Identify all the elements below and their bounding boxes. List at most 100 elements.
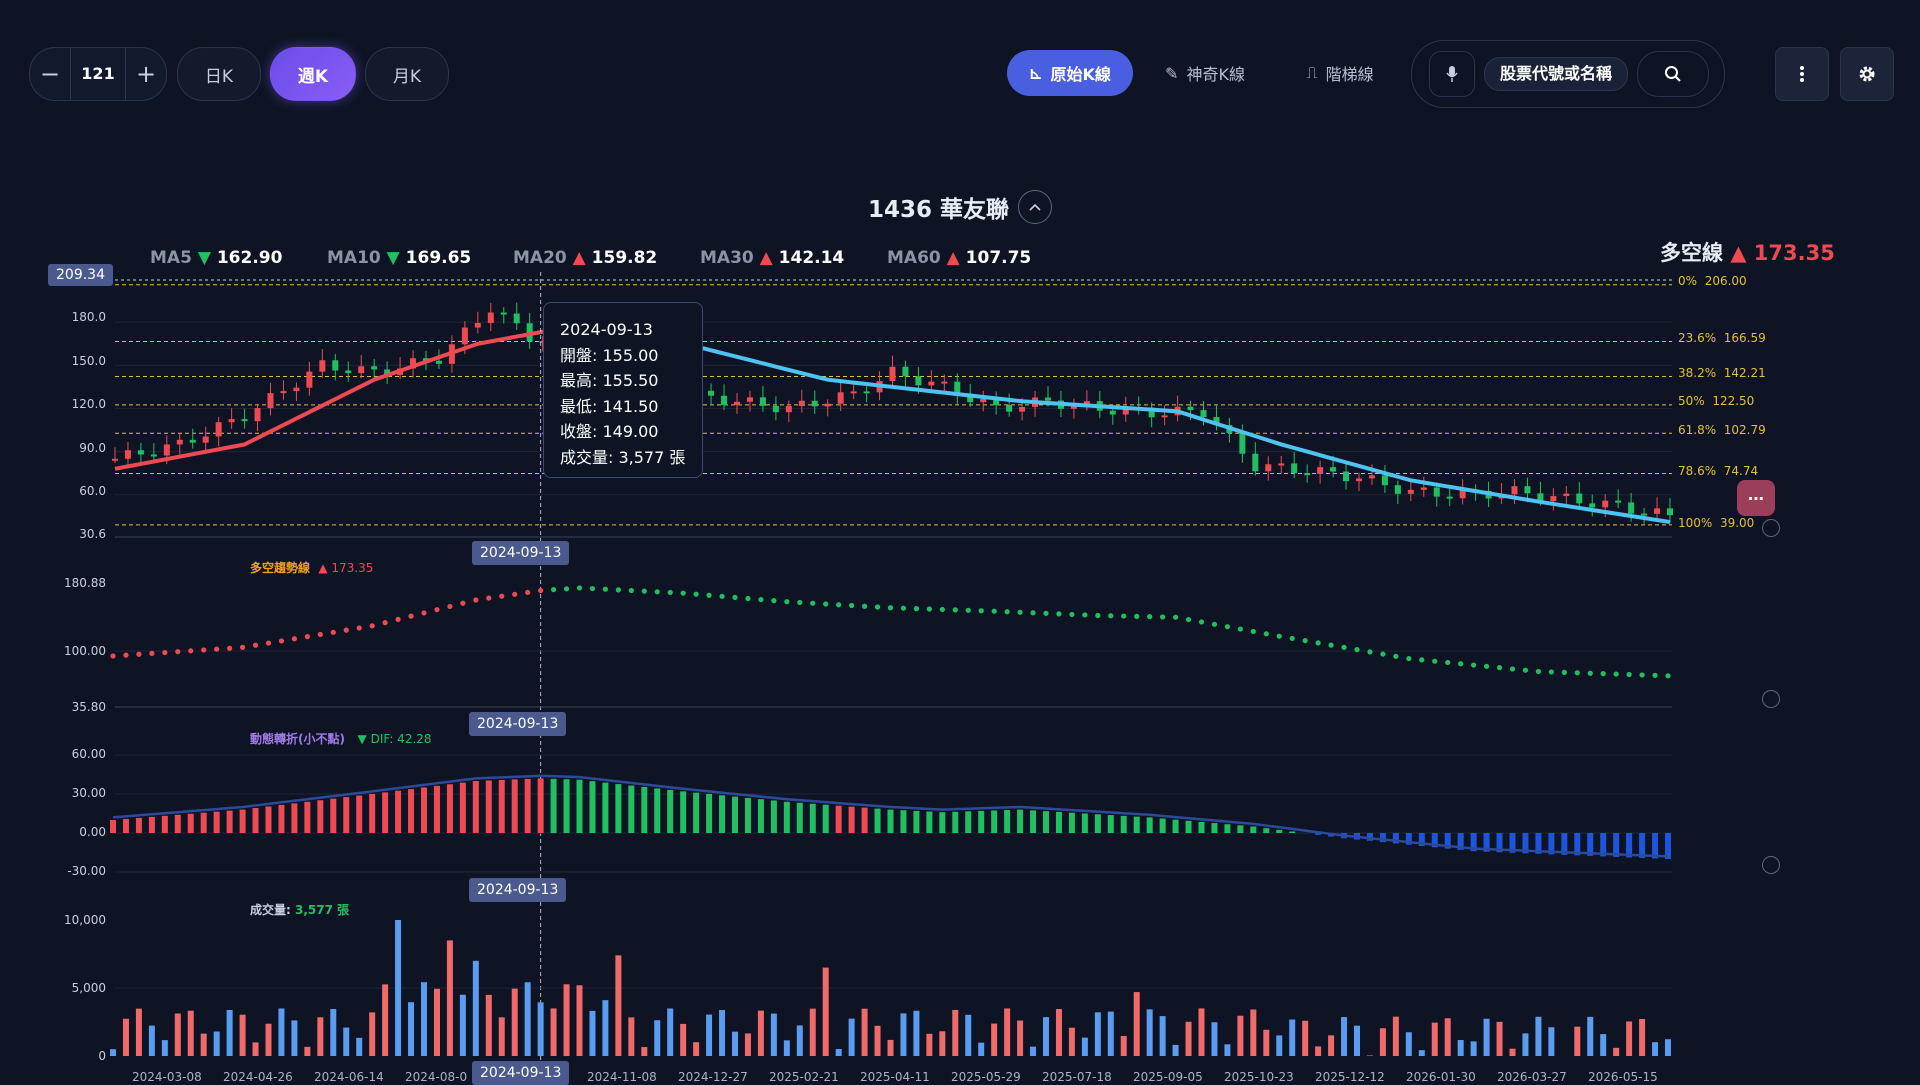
x-axis-label: 2025-10-23 [1224, 1070, 1294, 1084]
macd-bar [227, 811, 233, 833]
candlestick [812, 401, 818, 407]
volume-bar [1626, 1021, 1632, 1056]
macd-bar [1186, 821, 1192, 833]
candlestick [941, 382, 947, 384]
trend-dot [486, 595, 491, 600]
macd-bar [1250, 827, 1256, 834]
candlestick [1421, 487, 1427, 489]
macd-bar [745, 798, 751, 833]
volume-bar [1108, 1012, 1114, 1056]
volume-bar [473, 961, 479, 1056]
macd-bar [706, 794, 712, 833]
candlestick [488, 313, 494, 323]
macd-bar [356, 796, 362, 833]
macd-bar [291, 803, 297, 833]
macd-bar [823, 805, 829, 833]
macd-bar [1263, 828, 1269, 833]
trend-dot [719, 594, 724, 599]
volume-bar [862, 1009, 868, 1056]
price-tick: 150.0 [44, 354, 106, 368]
macd-bar [797, 803, 803, 833]
trend-dot [1458, 661, 1463, 666]
candlestick [708, 391, 714, 396]
trend-dot [395, 617, 400, 622]
volume-bar [227, 1010, 233, 1056]
chat-bubble-button[interactable]: ⋯ [1737, 480, 1775, 516]
volume-bar [1328, 1035, 1334, 1056]
volume-bar [1289, 1020, 1295, 1056]
volume-bar [1199, 1008, 1205, 1056]
trend-dot [292, 636, 297, 641]
macd-bar [771, 801, 777, 834]
candlestick [773, 406, 779, 412]
candlestick [164, 444, 170, 455]
candlestick [319, 360, 325, 371]
volume-bar [149, 1026, 155, 1056]
trend-dot [706, 593, 711, 598]
volume-bar [291, 1020, 297, 1056]
macd-bar [589, 781, 595, 833]
macd-bar [395, 791, 401, 833]
volume-bar [525, 982, 531, 1056]
trend-tick: 35.80 [44, 700, 106, 714]
volume-bar [693, 1042, 699, 1056]
volume-tick: 5,000 [44, 981, 106, 995]
volume-bar [1121, 1036, 1127, 1056]
volume-bar [1574, 1027, 1580, 1056]
trend-dot [1367, 649, 1372, 654]
trend-dot [551, 587, 556, 592]
trend-dot [357, 625, 362, 630]
volume-bar [797, 1025, 803, 1056]
candlestick [255, 408, 261, 421]
volume-bar [499, 1017, 505, 1056]
macd-bar [175, 815, 181, 833]
trend-tick: 180.88 [44, 576, 106, 590]
macd-bar [317, 800, 323, 833]
macd-bar [512, 779, 518, 833]
macd-bar [1095, 814, 1101, 833]
trend-dot [279, 638, 284, 643]
fib-level-236: 23.6% 166.59 [1678, 331, 1766, 345]
trend-dot [836, 602, 841, 607]
volume-bar [1224, 1044, 1230, 1056]
volume-bar [538, 1002, 544, 1056]
candlestick [721, 396, 727, 405]
volume-bar [1419, 1050, 1425, 1056]
candlestick [462, 328, 468, 345]
macd-bar [1121, 816, 1127, 833]
panel-toggle-radio[interactable] [1762, 690, 1780, 708]
candlestick [1550, 496, 1556, 501]
trend-dot [1627, 672, 1632, 677]
volume-bar [602, 1000, 608, 1056]
price-tick: 180.0 [44, 310, 106, 324]
trend-dot [797, 600, 802, 605]
volume-bar [343, 1028, 349, 1056]
candlestick [138, 450, 144, 454]
panel-toggle-radio[interactable] [1762, 519, 1780, 537]
trend-dot [1160, 614, 1165, 619]
macd-bar [965, 811, 971, 833]
macd-bar [926, 812, 932, 833]
macd-bar [862, 808, 868, 833]
panel-toggle-radio[interactable] [1762, 856, 1780, 874]
candlestick [1356, 478, 1362, 481]
trend-dot [1199, 619, 1204, 624]
x-axis-label: 2024-08-0 [405, 1070, 467, 1084]
candlestick [1460, 490, 1466, 498]
x-axis-label: 2024-06-14 [314, 1070, 384, 1084]
macd-label: 動態轉折(小不點) [250, 732, 345, 746]
macd-bar [1289, 832, 1295, 833]
macd-bar [978, 811, 984, 833]
candlestick [1201, 410, 1207, 417]
volume-bar [214, 1031, 220, 1056]
volume-bar [900, 1013, 906, 1056]
macd-bar [1224, 824, 1230, 833]
volume-bar [1211, 1022, 1217, 1056]
volume-bar [1639, 1019, 1645, 1056]
volume-bar [849, 1019, 855, 1056]
candlestick [1447, 497, 1453, 499]
volume-bar [1665, 1039, 1671, 1056]
trend-dot [616, 587, 621, 592]
trend-dot [1264, 631, 1269, 636]
candlestick [280, 391, 286, 393]
